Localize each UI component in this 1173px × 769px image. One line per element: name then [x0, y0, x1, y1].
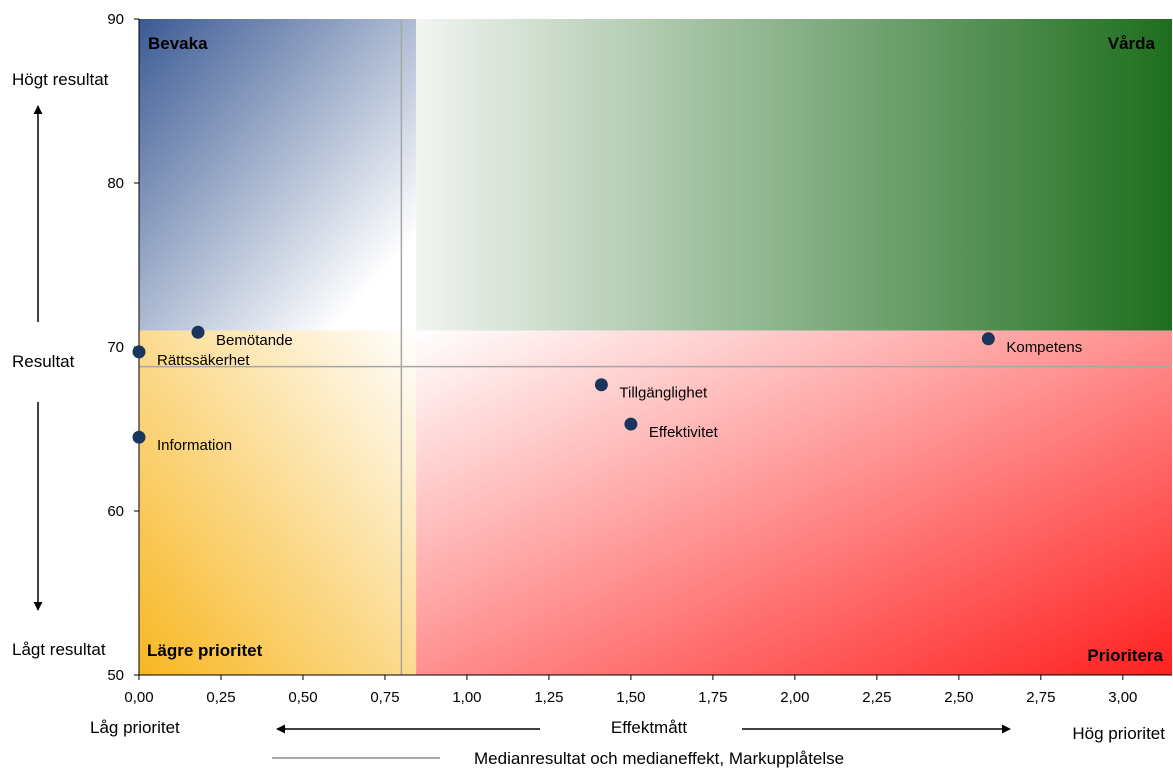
y-bottom-label: Lågt resultat — [12, 640, 106, 659]
y-tick-label: 80 — [107, 175, 124, 192]
quadrant-label-prioritera: Prioritera — [1087, 646, 1163, 665]
x-tick-label: 2,75 — [1026, 689, 1055, 706]
data-points: Bemötande Rättssäkerhet Information Tillgän… — [132, 325, 1082, 454]
x-tick-label: 1,25 — [534, 689, 563, 706]
x-axis-ticks: 0,00 0,25 0,50 0,75 1,00 1,25 1,50 1,75 2,00 2,25… — [124, 675, 1137, 706]
x-tick-label: 0,25 — [206, 689, 235, 706]
data-point-label: Kompetens — [1006, 339, 1082, 356]
x-tick-label: 1,50 — [616, 689, 645, 706]
x-tick-label: 3,00 — [1108, 689, 1137, 706]
y-tick-label: 70 — [107, 339, 124, 356]
x-left-label: Låg prioritet — [90, 718, 180, 737]
data-point-bemötande — [191, 325, 205, 339]
x-tick-label: 0,75 — [370, 689, 399, 706]
x-tick-label: 2,25 — [862, 689, 891, 706]
x-tick-label: 2,00 — [780, 689, 809, 706]
y-tick-label: 60 — [107, 503, 124, 520]
data-point-label: Rättssäkerhet — [157, 352, 250, 369]
x-tick-label: 0,50 — [288, 689, 317, 706]
x-tick-label: 1,75 — [698, 689, 727, 706]
x-tick-label: 0,00 — [124, 689, 153, 706]
legend-median-label: Medianresultat och medianeffekt, Markupp… — [474, 749, 844, 768]
y-axis-title: Resultat — [12, 352, 75, 371]
quadrant-varda-area — [416, 19, 1173, 331]
y-top-label: Högt resultat — [12, 70, 109, 89]
x-tick-label: 2,50 — [944, 689, 973, 706]
quadrant-label-lagre-prioritet: Lägre prioritet — [147, 641, 263, 660]
x-tick-label: 1,00 — [452, 689, 481, 706]
data-point-kompetens — [981, 332, 995, 346]
data-point-label: Effektivitet — [649, 424, 719, 441]
quadrant-lagre-prioritet-area — [139, 330, 417, 675]
data-point-label: Information — [157, 437, 232, 454]
x-right-label: Hög prioritet — [1072, 724, 1165, 743]
x-axis-title: Effektmått — [611, 718, 687, 737]
y-tick-label: 90 — [107, 11, 124, 28]
quadrant-label-bevaka: Bevaka — [148, 34, 208, 53]
data-point-rättssäkerhet — [132, 345, 146, 359]
data-point-tillgänglighet — [594, 378, 608, 392]
quadrant-label-varda: Vårda — [1108, 34, 1156, 53]
data-point-effektivitet — [624, 417, 638, 431]
data-point-label: Bemötande — [216, 332, 293, 349]
data-point-label: Tillgänglighet — [619, 385, 708, 402]
quadrant-bevaka-area — [139, 19, 417, 331]
quadrant-prioritera-area — [416, 330, 1173, 675]
data-point-information — [132, 430, 146, 444]
y-tick-label: 50 — [107, 667, 124, 684]
